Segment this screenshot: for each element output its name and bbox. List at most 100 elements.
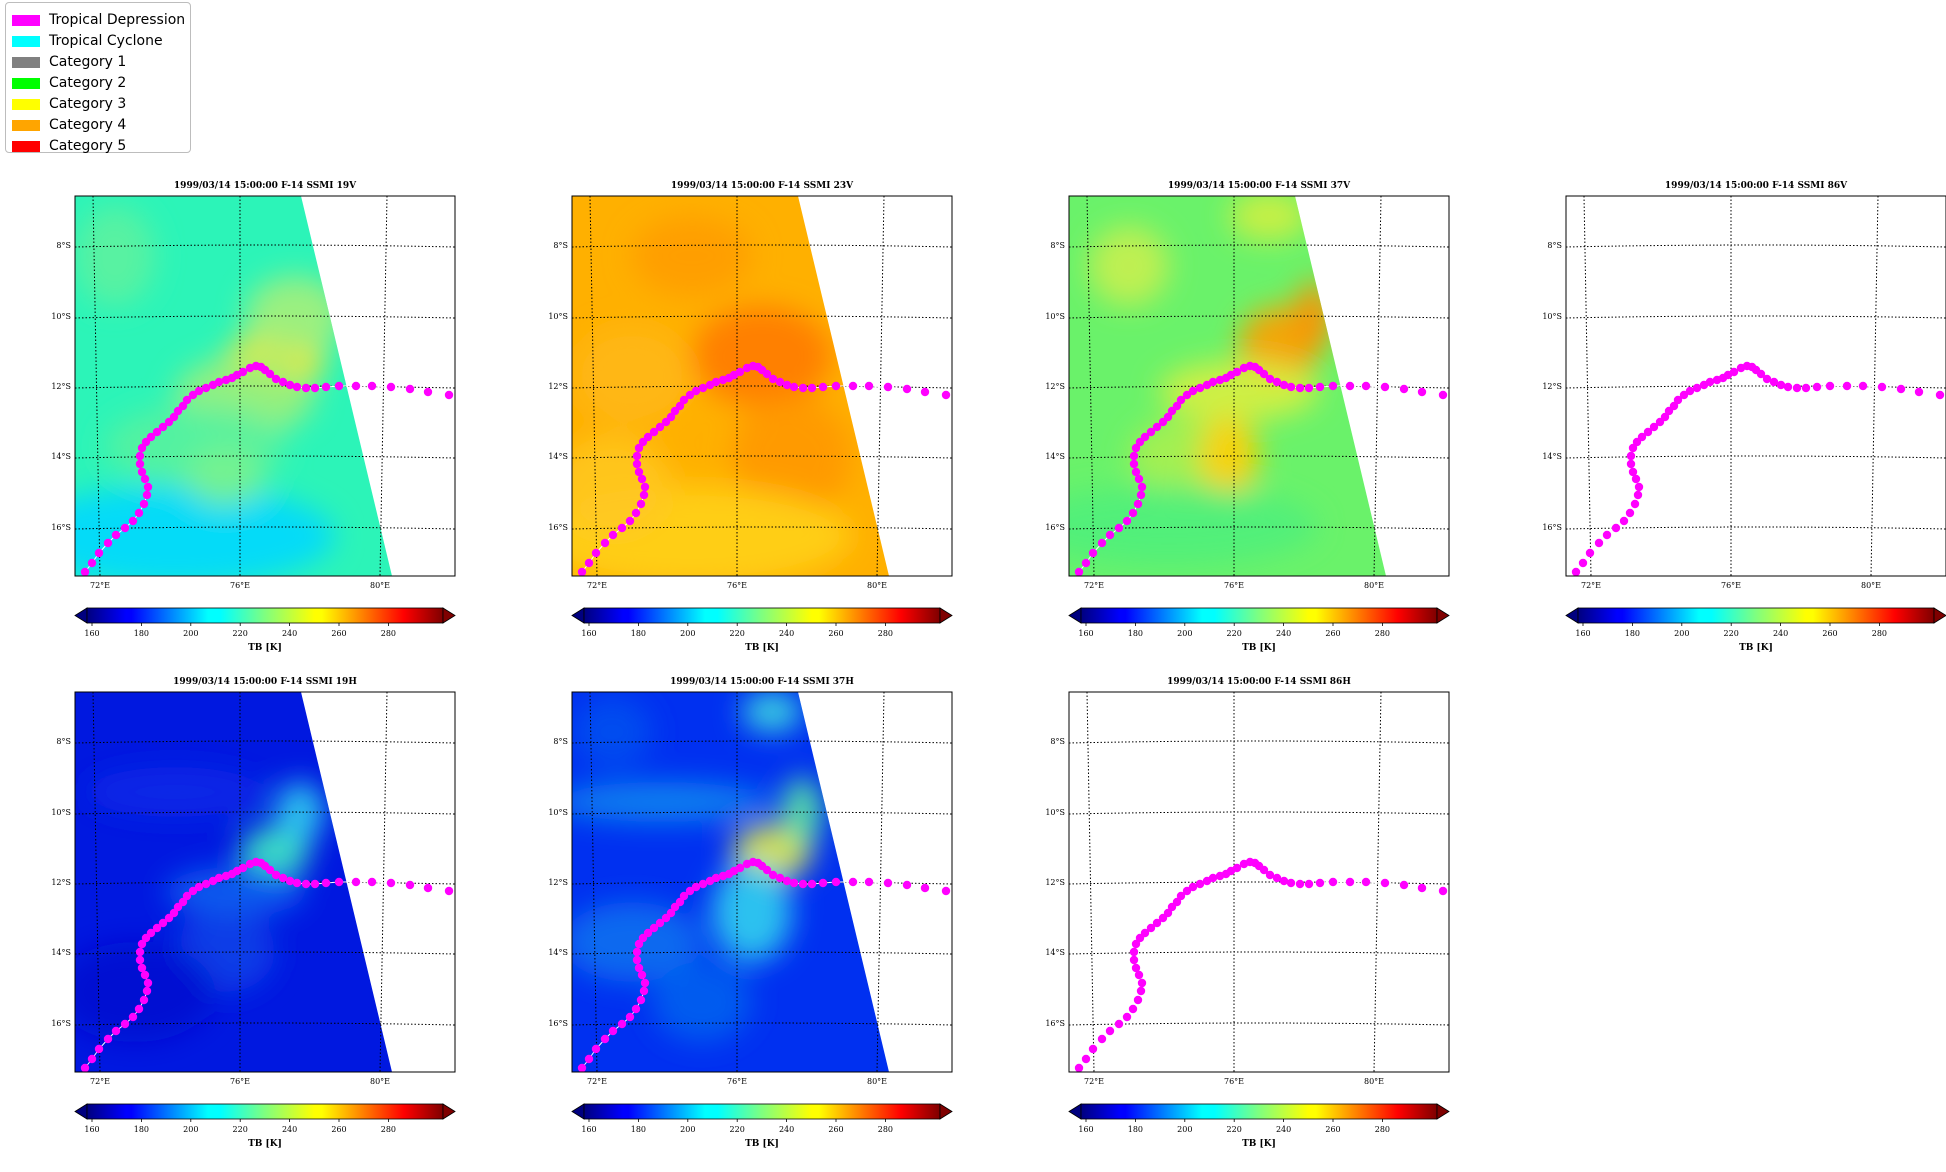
storm-track-point bbox=[632, 955, 642, 965]
parallel-line bbox=[571, 1022, 953, 1026]
storm-track-point bbox=[111, 530, 121, 540]
legend-item: Category 3 bbox=[12, 95, 126, 113]
storm-track-point bbox=[214, 377, 224, 387]
map-chart: 8°S 10°S 12°S 14°S 16°S 72°E 76°E 80°E 160 180 200… bbox=[1045, 691, 1450, 1149]
storm-track-point bbox=[292, 382, 302, 392]
storm-track-point bbox=[1438, 886, 1448, 896]
lat-label: 8°S bbox=[1050, 241, 1065, 250]
colorbar-tick-label: 220 bbox=[1227, 1125, 1242, 1134]
lat-label: 16°S bbox=[1045, 523, 1065, 532]
storm-track-point bbox=[1935, 390, 1945, 400]
panel-title: 1999/03/14 15:00:00 F-14 SSMI 37V bbox=[1167, 181, 1351, 191]
storm-track-point bbox=[1328, 877, 1338, 887]
colorbar-tick-label: 220 bbox=[730, 629, 745, 638]
colorbar: 160 180 200 220 240 260 280 TB [K] bbox=[571, 1103, 953, 1149]
map-chart: 8°S 10°S 12°S 14°S 16°S 72°E 76°E 80°E 160 180 200… bbox=[548, 691, 953, 1149]
parallel-line bbox=[74, 1022, 456, 1026]
colorbar-tick-label: 160 bbox=[84, 629, 99, 638]
storm-track-point bbox=[158, 422, 168, 432]
storm-track-point bbox=[1172, 897, 1182, 907]
storm-track-point bbox=[789, 382, 799, 392]
storm-track-point bbox=[649, 923, 659, 933]
storm-track-point bbox=[137, 443, 147, 453]
lat-label: 12°S bbox=[1045, 878, 1065, 887]
storm-track-point bbox=[632, 947, 642, 957]
storm-track-point bbox=[140, 970, 150, 980]
storm-track-point bbox=[775, 377, 785, 387]
storm-track-point bbox=[142, 986, 152, 996]
storm-track-point bbox=[1842, 381, 1852, 391]
lon-label: 72°E bbox=[587, 581, 607, 590]
storm-track-point bbox=[1762, 374, 1772, 384]
legend-swatch bbox=[12, 35, 40, 47]
storm-track-point bbox=[1074, 567, 1084, 577]
storm-track-point bbox=[386, 878, 396, 888]
colorbar: 160 180 200 220 240 260 280 TB [K] bbox=[74, 1103, 456, 1149]
panel-title: 1999/03/14 15:00:00 F-14 SSMI 19H bbox=[173, 677, 357, 687]
storm-track-point bbox=[920, 883, 930, 893]
lat-label: 16°S bbox=[1045, 1019, 1065, 1028]
parallel-line bbox=[571, 881, 953, 885]
lat-label: 14°S bbox=[548, 452, 568, 461]
legend-item: Category 5 bbox=[12, 137, 126, 155]
storm-track-point bbox=[902, 880, 912, 890]
storm-track-point bbox=[768, 374, 778, 384]
storm-track-point bbox=[902, 384, 912, 394]
storm-track-point bbox=[1585, 548, 1595, 558]
storm-track-point bbox=[1286, 382, 1296, 392]
storm-track-point bbox=[1265, 374, 1275, 384]
meridian-line bbox=[92, 691, 101, 1073]
colorbar-tick-label: 240 bbox=[1276, 1125, 1291, 1134]
legend-swatch bbox=[12, 140, 40, 152]
storm-track-point bbox=[1163, 412, 1173, 422]
storm-track-point bbox=[675, 897, 685, 907]
storm-track-point bbox=[158, 918, 168, 928]
storm-track-point bbox=[1729, 367, 1739, 377]
storm-track-point bbox=[423, 387, 433, 397]
colorbar-tick-label: 240 bbox=[779, 1125, 794, 1134]
panel-title: 1999/03/14 15:00:00 F-14 SSMI 86H bbox=[1167, 677, 1351, 687]
parallel-line bbox=[1565, 244, 1946, 248]
storm-track-point bbox=[920, 387, 930, 397]
storm-track-point bbox=[1877, 382, 1887, 392]
storm-track-point bbox=[1137, 482, 1147, 492]
storm-track-point bbox=[1783, 382, 1793, 392]
legend-label: Category 2 bbox=[49, 75, 127, 91]
legend-label: Category 5 bbox=[49, 138, 127, 154]
lon-label: 72°E bbox=[587, 1077, 607, 1086]
storm-track-point bbox=[1128, 508, 1138, 518]
storm-track-point bbox=[1136, 986, 1146, 996]
legend-item: Category 4 bbox=[12, 116, 126, 134]
lon-label: 80°E bbox=[867, 581, 887, 590]
colorbar-tick-label: 160 bbox=[1078, 1125, 1093, 1134]
storm-track-point bbox=[634, 467, 644, 477]
storm-track-point bbox=[1295, 383, 1305, 393]
storm-track-point bbox=[1812, 382, 1822, 392]
storm-track-point bbox=[1131, 939, 1141, 949]
meridian-line bbox=[1583, 195, 1592, 577]
storm-track-point bbox=[1611, 523, 1621, 533]
storm-track-point bbox=[135, 451, 145, 461]
legend-item: Category 2 bbox=[12, 74, 126, 92]
map-chart: 8°S 10°S 12°S 14°S 16°S 72°E 76°E 80°E 160 180 200… bbox=[548, 195, 953, 653]
storm-track-point bbox=[1081, 558, 1091, 568]
parallel-line bbox=[1068, 1022, 1450, 1026]
storm-track-point bbox=[1137, 978, 1147, 988]
storm-track-point bbox=[698, 879, 708, 889]
storm-track-point bbox=[1195, 879, 1205, 889]
lat-label: 12°S bbox=[548, 382, 568, 391]
parallel-line bbox=[1068, 385, 1450, 389]
parallel-line bbox=[74, 811, 456, 815]
storm-track-point bbox=[679, 891, 689, 901]
storm-track-point bbox=[1129, 955, 1139, 965]
legend-label: Category 4 bbox=[49, 117, 127, 133]
storm-track-point bbox=[271, 870, 281, 880]
colorbar-tick-label: 160 bbox=[581, 629, 596, 638]
colorbar-tick-label: 200 bbox=[680, 1125, 695, 1134]
storm-track-point bbox=[1128, 1004, 1138, 1014]
colorbar-tick-label: 160 bbox=[581, 1125, 596, 1134]
storm-track-point bbox=[301, 879, 311, 889]
lat-label: 10°S bbox=[548, 312, 568, 321]
storm-track-point bbox=[128, 1012, 138, 1022]
storm-track-point bbox=[631, 508, 641, 518]
